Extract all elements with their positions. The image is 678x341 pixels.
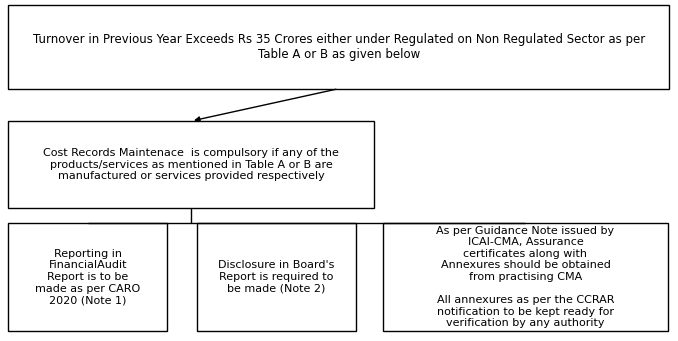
FancyBboxPatch shape <box>197 223 356 331</box>
FancyBboxPatch shape <box>8 121 374 208</box>
Text: As per Guidance Note issued by
ICAI-CMA, Assurance
certificates along with
Annex: As per Guidance Note issued by ICAI-CMA,… <box>437 226 614 328</box>
FancyBboxPatch shape <box>8 5 669 89</box>
Text: Reporting in
FinancialAudit
Report is to be
made as per CARO
2020 (Note 1): Reporting in FinancialAudit Report is to… <box>35 249 140 305</box>
Text: Disclosure in Board's
Report is required to
be made (Note 2): Disclosure in Board's Report is required… <box>218 261 334 294</box>
Text: Cost Records Maintenace  is compulsory if any of the
products/services as mentio: Cost Records Maintenace is compulsory if… <box>43 148 339 181</box>
FancyBboxPatch shape <box>8 223 167 331</box>
FancyBboxPatch shape <box>383 223 668 331</box>
Text: Turnover in Previous Year Exceeds Rs 35 Crores either under Regulated on Non Reg: Turnover in Previous Year Exceeds Rs 35 … <box>33 33 645 61</box>
